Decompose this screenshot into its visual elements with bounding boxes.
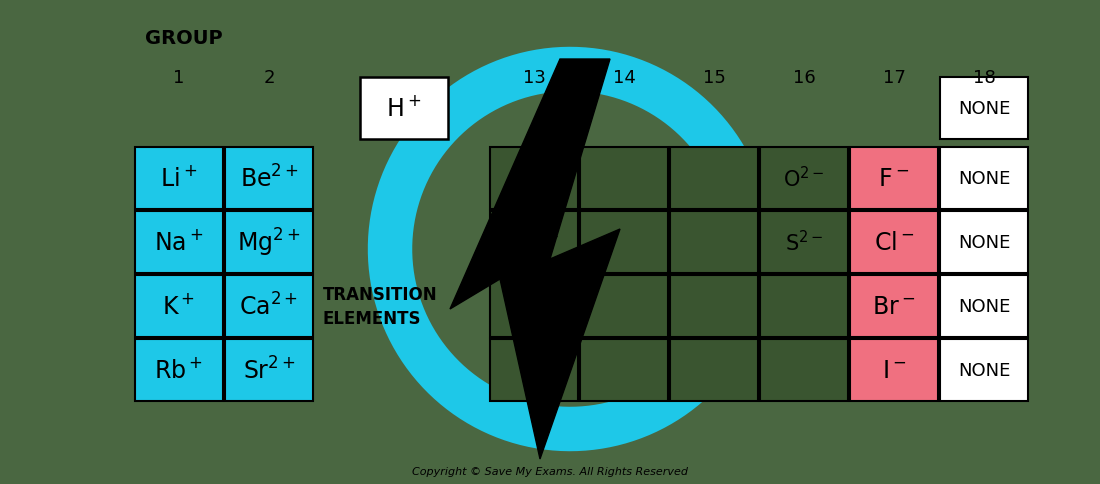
Bar: [135, 212, 223, 273]
Bar: [850, 339, 938, 401]
Bar: [580, 212, 668, 273]
Bar: [226, 212, 314, 273]
Bar: [940, 78, 1028, 140]
Bar: [760, 339, 848, 401]
Bar: [850, 148, 938, 210]
Text: F$^-$: F$^-$: [879, 166, 910, 191]
Text: 2: 2: [263, 69, 275, 87]
Bar: [490, 148, 578, 210]
Text: NONE: NONE: [958, 100, 1010, 118]
Bar: [490, 275, 578, 337]
Text: 17: 17: [882, 69, 905, 87]
Text: Mg$^{2+}$: Mg$^{2+}$: [238, 227, 300, 258]
Bar: [940, 148, 1028, 210]
Bar: [490, 339, 578, 401]
Text: Copyright © Save My Exams. All Rights Reserved: Copyright © Save My Exams. All Rights Re…: [412, 466, 688, 476]
Text: Rb$^+$: Rb$^+$: [154, 358, 204, 383]
Bar: [940, 212, 1028, 273]
Bar: [580, 148, 668, 210]
Text: Na$^+$: Na$^+$: [154, 230, 204, 255]
Text: H$^+$: H$^+$: [386, 96, 421, 121]
Bar: [850, 212, 938, 273]
Bar: [940, 339, 1028, 401]
Text: 18: 18: [972, 69, 996, 87]
Text: K$^+$: K$^+$: [163, 294, 196, 319]
Bar: [135, 275, 223, 337]
Text: Ca$^{2+}$: Ca$^{2+}$: [240, 293, 298, 320]
Bar: [360, 78, 448, 140]
Text: Al$^{3+}$: Al$^{3+}$: [512, 166, 557, 191]
Bar: [670, 148, 758, 210]
Polygon shape: [450, 60, 620, 459]
Bar: [670, 212, 758, 273]
Bar: [940, 275, 1028, 337]
Text: Sn$^{2+}$: Sn$^{2+}$: [508, 230, 560, 255]
Bar: [580, 275, 668, 337]
Text: Pb$^{2+}$: Pb$^{2+}$: [508, 294, 560, 319]
Text: NONE: NONE: [958, 170, 1010, 188]
Text: 14: 14: [613, 69, 636, 87]
Text: NONE: NONE: [958, 361, 1010, 379]
Bar: [135, 339, 223, 401]
Text: TRANSITION: TRANSITION: [323, 286, 438, 303]
Bar: [226, 339, 314, 401]
Text: 13: 13: [522, 69, 546, 87]
Bar: [760, 212, 848, 273]
Text: 16: 16: [793, 69, 815, 87]
Bar: [850, 275, 938, 337]
Text: GROUP: GROUP: [145, 29, 222, 47]
Text: 1: 1: [174, 69, 185, 87]
Bar: [490, 212, 578, 273]
Bar: [760, 148, 848, 210]
Bar: [580, 339, 668, 401]
Text: Cl$^-$: Cl$^-$: [873, 230, 914, 255]
Bar: [670, 339, 758, 401]
Bar: [226, 148, 314, 210]
Text: 15: 15: [703, 69, 725, 87]
Text: Li$^+$: Li$^+$: [161, 166, 198, 191]
Text: I$^-$: I$^-$: [882, 358, 906, 382]
Bar: [226, 275, 314, 337]
Bar: [670, 275, 758, 337]
Text: NONE: NONE: [958, 297, 1010, 316]
Text: Br$^-$: Br$^-$: [872, 294, 915, 318]
Bar: [760, 275, 848, 337]
Text: O$^{2-}$: O$^{2-}$: [783, 166, 825, 191]
Text: Be$^{2+}$: Be$^{2+}$: [240, 165, 298, 192]
Bar: [135, 148, 223, 210]
Text: Sr$^{2+}$: Sr$^{2+}$: [243, 357, 296, 384]
Text: S$^{2-}$: S$^{2-}$: [784, 230, 823, 255]
Text: NONE: NONE: [958, 233, 1010, 252]
Text: ELEMENTS: ELEMENTS: [323, 309, 421, 327]
